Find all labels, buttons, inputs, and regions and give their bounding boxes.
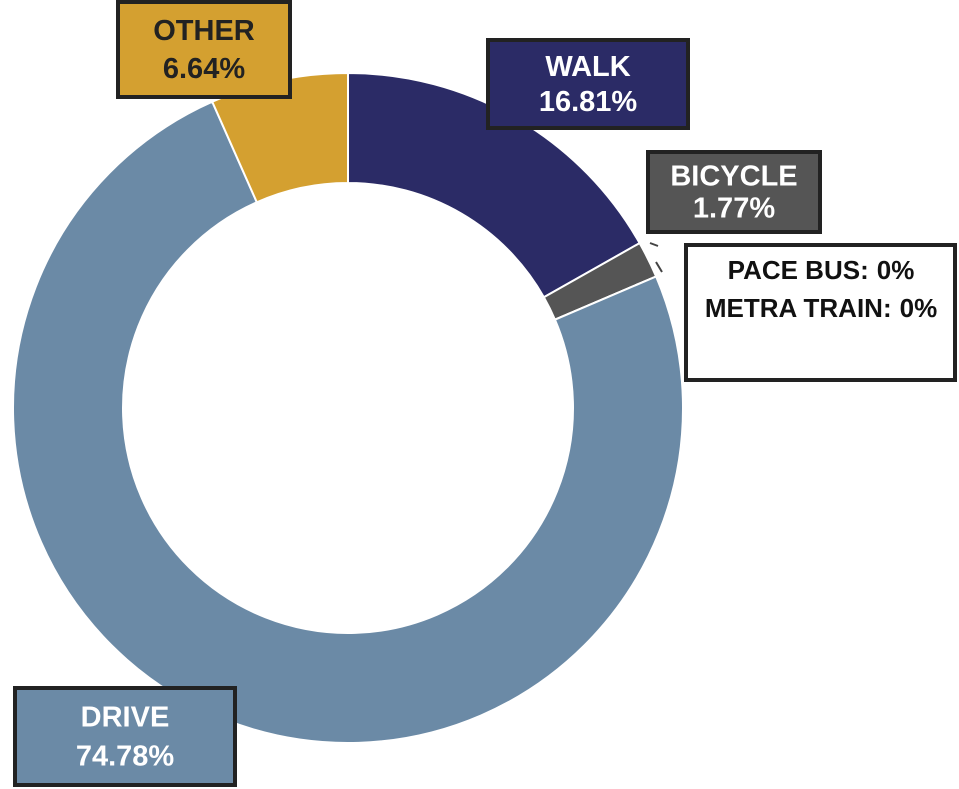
category-label: PACE BUS: xyxy=(728,255,869,285)
category-label: WALK xyxy=(545,51,630,83)
value-label: 6.64% xyxy=(163,53,245,85)
label-box xyxy=(13,686,237,787)
label-box xyxy=(646,150,822,234)
label-box xyxy=(116,0,292,99)
donut xyxy=(12,71,684,744)
zero-label: PACE BUS: 0% xyxy=(728,255,915,285)
value-label: 74.78% xyxy=(76,740,175,772)
label-box xyxy=(486,38,690,130)
category-label: DRIVE xyxy=(81,702,170,734)
value-label: 0% xyxy=(877,255,915,285)
value-label: 16.81% xyxy=(539,86,638,118)
leader-line xyxy=(649,242,663,273)
zero-label: METRA TRAIN: 0% xyxy=(705,293,937,323)
value-label: 0% xyxy=(900,293,938,323)
category-label: OTHER xyxy=(153,15,255,47)
value-label: 1.77% xyxy=(693,192,775,224)
slice xyxy=(12,100,684,744)
category-label: BICYCLE xyxy=(670,160,797,192)
category-label: METRA TRAIN: xyxy=(705,293,892,323)
label-box xyxy=(684,243,957,382)
